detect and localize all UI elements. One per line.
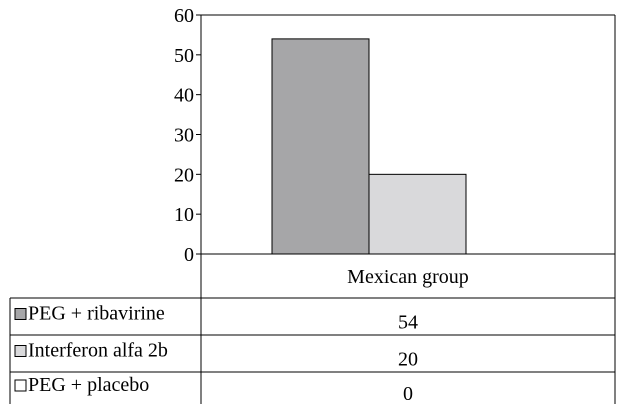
y-tick-label: 30 xyxy=(174,125,194,147)
bar-peg-ribavirine xyxy=(271,38,370,255)
bars xyxy=(271,38,467,255)
y-tick-label: 60 xyxy=(174,5,194,27)
series-name-label: Interferon alfa 2b xyxy=(28,340,168,362)
y-tick-label: 40 xyxy=(174,85,194,107)
series-name-label: PEG + placebo xyxy=(28,374,149,396)
category-label: Mexican group xyxy=(347,266,469,288)
y-tick-label: 10 xyxy=(174,204,194,226)
y-tick-label: 0 xyxy=(184,244,194,266)
data-value-label: 54 xyxy=(398,312,418,334)
y-tick-label: 20 xyxy=(174,164,194,186)
y-tick-label: 50 xyxy=(174,45,194,67)
data-value-label: 0 xyxy=(403,383,413,404)
y-axis: 0 10 20 30 40 50 60 xyxy=(174,5,202,266)
legend-key-interferon-alfa-2b xyxy=(14,345,27,357)
data-value-label: 20 xyxy=(398,349,418,371)
data-table: Mexican group PEG + ribavirine 54 Interfero… xyxy=(9,254,616,404)
series-name-label: PEG + ribavirine xyxy=(28,303,165,325)
bar-interferon-alfa-2b xyxy=(368,173,467,255)
legend-key-peg-placebo xyxy=(14,379,27,392)
legend-key-peg-ribavirine xyxy=(14,308,27,320)
